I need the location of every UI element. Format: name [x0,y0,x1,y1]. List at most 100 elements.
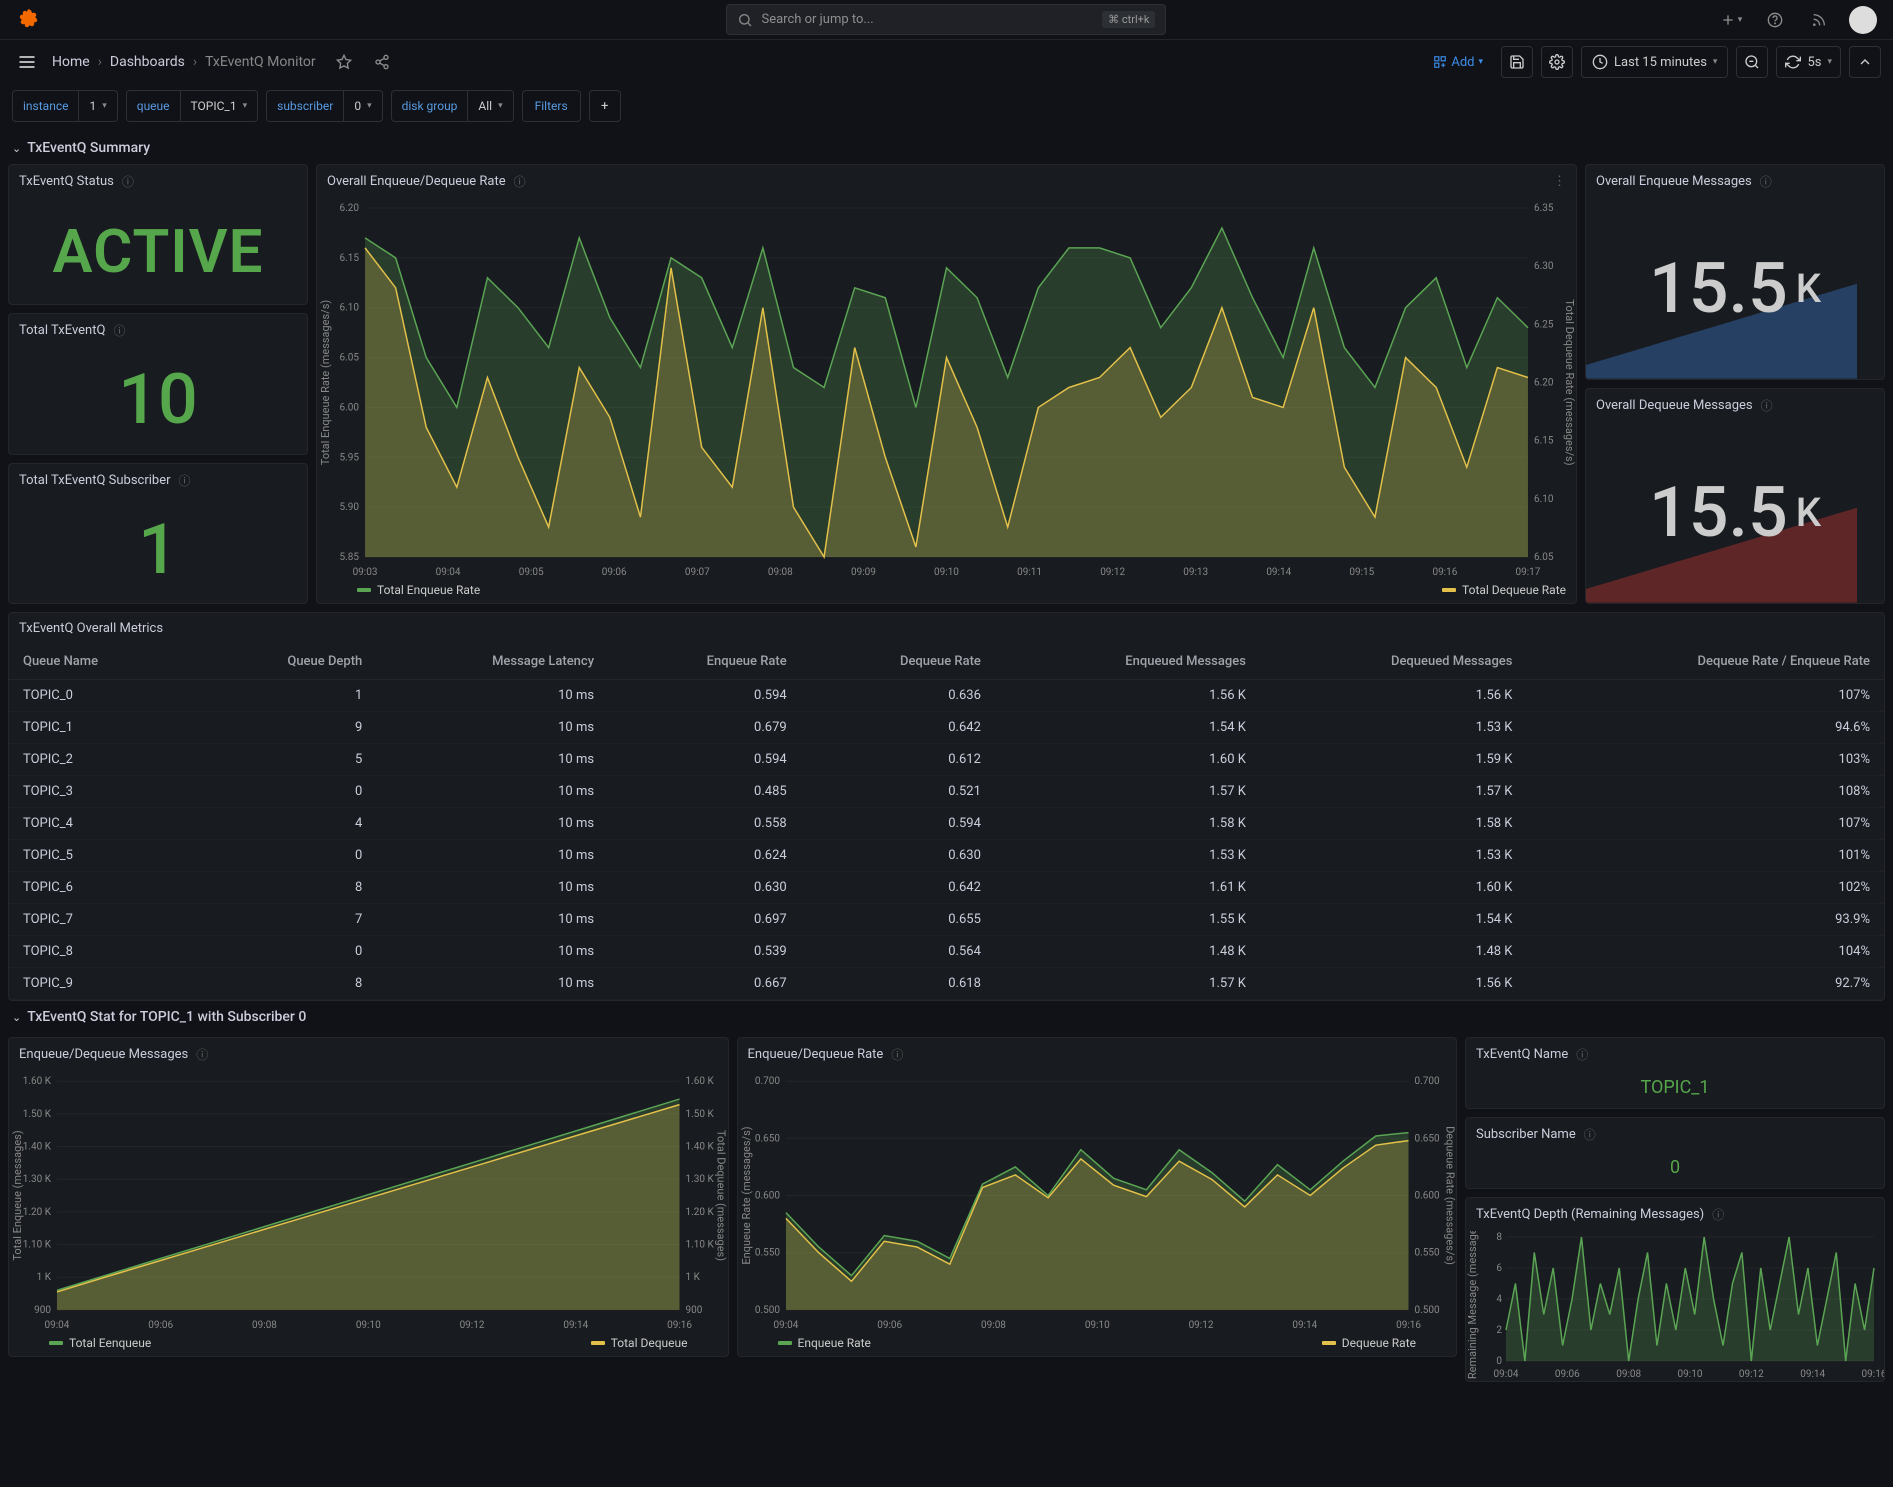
svg-text:1 K: 1 K [37,1272,52,1283]
svg-text:1.60 K: 1.60 K [686,1076,715,1087]
legend-dequeue-rate[interactable]: Total Dequeue Rate [1442,583,1566,597]
table-column-header[interactable]: Queue Name [9,644,193,680]
table-cell: TOPIC_1 [9,712,193,744]
table-row[interactable]: TOPIC_7710 ms0.6970.6551.55 K1.54 K93.9% [9,904,1884,936]
info-icon[interactable]: ⓘ [514,173,526,190]
total-value: 10 [9,347,307,453]
svg-text:0.500: 0.500 [1414,1305,1439,1316]
legend-total-dequeue[interactable]: Total Dequeue [591,1336,688,1350]
user-avatar[interactable] [1849,6,1877,34]
save-dashboard-icon[interactable] [1501,46,1533,78]
table-row[interactable]: TOPIC_6810 ms0.6300.6421.61 K1.60 K102% [9,872,1884,904]
table-column-header[interactable]: Dequeue Rate [801,644,995,680]
table-cell: 108% [1526,776,1884,808]
panel-status: TxEventQ Statusⓘ ACTIVE [8,164,308,305]
table-row[interactable]: TOPIC_9810 ms0.6670.6181.57 K1.56 K92.7% [9,968,1884,1000]
var-queue[interactable]: queue TOPIC_1 ▾ [126,90,258,122]
filters-button[interactable]: Filters [522,90,581,122]
ed-messages-chart[interactable]: 9001 K1.10 K1.20 K1.30 K1.40 K1.50 K1.60… [9,1071,728,1334]
info-icon[interactable]: ⓘ [179,472,191,489]
var-diskgroup[interactable]: disk group All ▾ [391,90,514,122]
table-cell: 0.636 [801,680,995,712]
add-variable-button[interactable]: + [589,90,621,122]
menu-toggle[interactable] [12,47,42,77]
breadcrumb-home[interactable]: Home [52,54,90,70]
table-row[interactable]: TOPIC_0110 ms0.5940.6361.56 K1.56 K107% [9,680,1884,712]
table-cell: 0.612 [801,744,995,776]
table-cell: 10 ms [376,968,608,1000]
var-instance[interactable]: instance 1 ▾ [12,90,118,122]
table-row[interactable]: TOPIC_5010 ms0.6240.6301.53 K1.53 K101% [9,840,1884,872]
info-icon[interactable]: ⓘ [113,322,125,339]
table-row[interactable]: TOPIC_3010 ms0.4850.5211.57 K1.57 K108% [9,776,1884,808]
svg-text:1.10 K: 1.10 K [23,1240,52,1251]
svg-text:09:12: 09:12 [1100,567,1125,578]
section-summary-toggle[interactable]: ⌄ TxEventQ Summary [8,132,1885,164]
svg-text:09:14: 09:14 [563,1320,588,1331]
legend-enqueue-rate-2[interactable]: Enqueue Rate [778,1336,871,1350]
info-icon[interactable]: ⓘ [891,1046,903,1063]
panel-depth-title: TxEventQ Depth (Remaining Messages) [1476,1207,1704,1222]
info-icon[interactable]: ⓘ [1712,1206,1724,1223]
section-stat-detail-toggle[interactable]: ⌄ TxEventQ Stat for TOPIC_1 with Subscri… [8,1001,1885,1033]
var-diskgroup-value: All [478,99,492,113]
depth-chart[interactable]: 0246809:0409:0609:0809:1009:1209:1409:16… [1466,1231,1884,1381]
global-search[interactable]: Search or jump to... ⌘ ctrl+k [726,4,1166,35]
var-subscriber-label: subscriber [267,91,344,121]
grafana-logo[interactable] [16,6,44,34]
favorite-icon[interactable] [330,48,358,76]
panel-menu-icon[interactable]: ⋮ [1553,174,1566,189]
svg-text:09:06: 09:06 [148,1320,173,1331]
overall-rate-chart[interactable]: 5.855.905.956.006.056.106.156.206.056.10… [317,198,1576,581]
kiosk-icon[interactable] [1849,46,1881,78]
help-icon[interactable] [1761,6,1789,34]
add-menu-icon[interactable]: ▾ [1717,6,1745,34]
legend-dequeue-rate-2[interactable]: Dequeue Rate [1322,1336,1416,1350]
table-row[interactable]: TOPIC_4410 ms0.5580.5941.58 K1.58 K107% [9,808,1884,840]
svg-text:6.20: 6.20 [340,203,360,214]
panel-ed-rate: Enqueue/Dequeue Rateⓘ 0.5000.5500.6000.6… [737,1037,1458,1357]
table-row[interactable]: TOPIC_2510 ms0.5940.6121.60 K1.59 K103% [9,744,1884,776]
table-column-header[interactable]: Message Latency [376,644,608,680]
svg-text:6.25: 6.25 [1534,319,1554,330]
svg-text:6.05: 6.05 [1534,552,1554,563]
table-cell: 1.61 K [995,872,1260,904]
legend-enqueue-rate[interactable]: Total Enqueue Rate [357,583,480,597]
refresh-button[interactable]: 5s ▾ [1776,46,1841,78]
table-row[interactable]: TOPIC_8010 ms0.5390.5641.48 K1.48 K104% [9,936,1884,968]
table-column-header[interactable]: Enqueued Messages [995,644,1260,680]
legend-total-enqueue[interactable]: Total Eenqueue [49,1336,151,1350]
table-column-header[interactable]: Enqueue Rate [608,644,801,680]
info-icon[interactable]: ⓘ [1576,1046,1588,1063]
table-cell: TOPIC_5 [9,840,193,872]
svg-text:0.600: 0.600 [1414,1191,1439,1202]
info-icon[interactable]: ⓘ [1584,1126,1596,1143]
share-icon[interactable] [368,48,396,76]
info-icon[interactable]: ⓘ [122,173,134,190]
search-icon [737,12,753,28]
var-subscriber[interactable]: subscriber 0 ▾ [266,90,382,122]
table-column-header[interactable]: Queue Depth [193,644,376,680]
panel-subscriber-total-title: Total TxEventQ Subscriber [19,473,171,488]
ed-rate-chart[interactable]: 0.5000.5500.6000.6500.7000.5000.5500.600… [738,1071,1457,1334]
svg-text:1.20 K: 1.20 K [23,1207,52,1218]
table-column-header[interactable]: Dequeue Rate / Enqueue Rate [1526,644,1884,680]
info-icon[interactable]: ⓘ [1760,173,1772,190]
rss-icon[interactable] [1805,6,1833,34]
add-panel-button[interactable]: Add ▾ [1423,49,1493,76]
info-icon[interactable]: ⓘ [196,1046,208,1063]
settings-icon[interactable] [1541,46,1573,78]
breadcrumb-dashboards[interactable]: Dashboards [110,54,185,70]
svg-text:6.30: 6.30 [1534,261,1554,272]
table-column-header[interactable]: Dequeued Messages [1260,644,1527,680]
svg-text:09:16: 09:16 [1432,567,1457,578]
info-icon[interactable]: ⓘ [1761,397,1773,414]
chevron-down-icon: ⌄ [12,142,21,155]
table-cell: 4 [193,808,376,840]
zoom-out-icon[interactable] [1736,46,1768,78]
time-range-picker[interactable]: Last 15 minutes ▾ [1581,46,1728,78]
var-queue-value: TOPIC_1 [191,99,237,113]
table-header-row: Queue NameQueue DepthMessage LatencyEnqu… [9,644,1884,680]
table-row[interactable]: TOPIC_1910 ms0.6790.6421.54 K1.53 K94.6% [9,712,1884,744]
table-cell: 7 [193,904,376,936]
